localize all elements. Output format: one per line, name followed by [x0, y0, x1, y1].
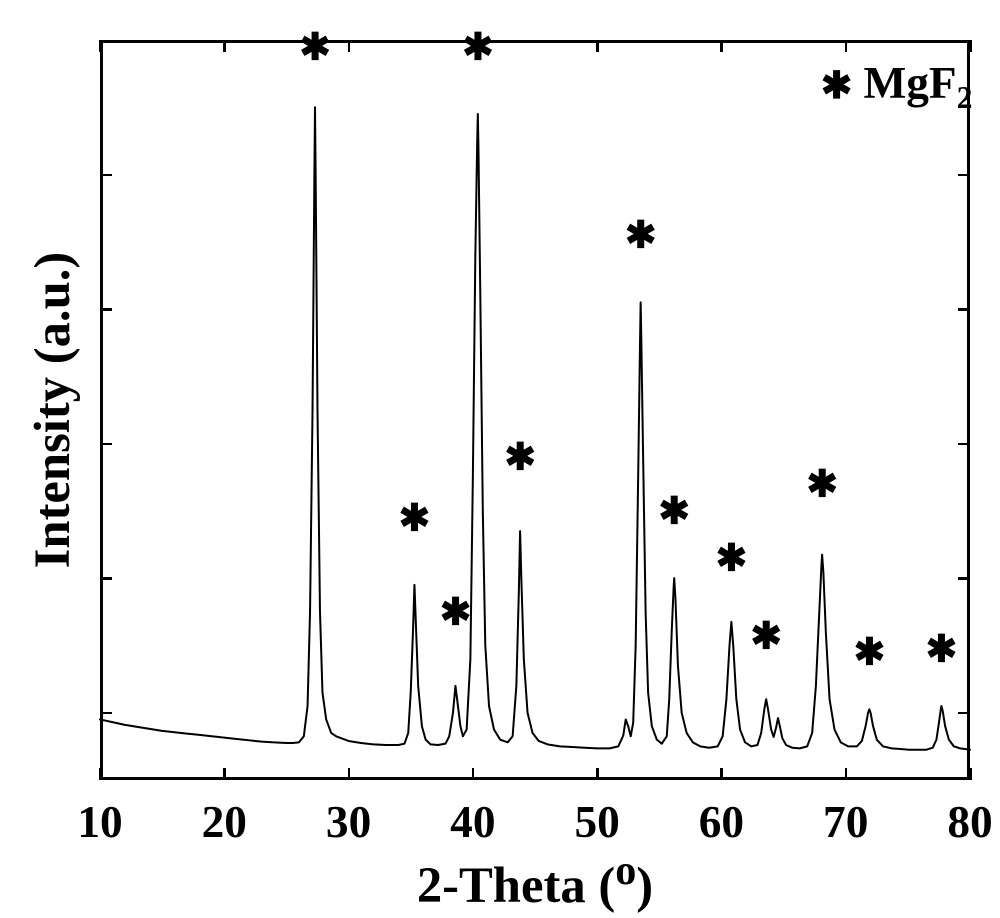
peak-star-icon: ✱: [504, 440, 535, 477]
y-tick-mark: [100, 577, 112, 580]
peak-star-icon: ✱: [299, 30, 330, 67]
x-tick-mark: [223, 768, 226, 780]
y-tick-mark: [958, 308, 970, 311]
y-tick-mark: [958, 712, 970, 715]
x-tick-label: 70: [823, 796, 868, 848]
x-tick-label: 20: [202, 796, 247, 848]
y-tick-mark: [958, 443, 970, 446]
x-tick-mark: [99, 768, 102, 780]
x-tick-mark: [99, 40, 102, 52]
x-tick-mark: [596, 768, 599, 780]
x-tick-mark: [596, 40, 599, 52]
peak-star-icon: ✱: [926, 632, 957, 669]
x-tick-label: 80: [947, 796, 992, 848]
x-tick-mark: [969, 40, 972, 52]
x-tick-label: 40: [450, 796, 495, 848]
x-tick-label: 60: [699, 796, 744, 848]
x-tick-mark: [845, 40, 848, 52]
y-tick-mark: [100, 443, 112, 446]
peak-star-icon: ✱: [462, 30, 493, 67]
x-tick-label: 30: [326, 796, 371, 848]
peak-star-icon: ✱: [806, 467, 837, 504]
x-tick-mark: [720, 40, 723, 52]
y-tick-mark: [958, 174, 970, 177]
peak-star-icon: ✱: [751, 618, 782, 655]
y-tick-mark: [100, 308, 112, 311]
xrd-figure: Intensity (a.u.) 2-Theta (o) 10 20 30 40 50 6…: [0, 0, 1000, 918]
peak-star-icon: ✱: [625, 218, 656, 255]
peak-star-icon: ✱: [399, 500, 430, 537]
x-tick-mark: [223, 40, 226, 52]
x-tick-mark: [472, 768, 475, 780]
xrd-trace-svg: [0, 0, 1000, 918]
y-tick-mark: [958, 577, 970, 580]
x-tick-mark: [845, 768, 848, 780]
x-tick-mark: [969, 768, 972, 780]
x-tick-label: 50: [574, 796, 619, 848]
xrd-trace-line: [100, 107, 970, 749]
peak-star-icon: ✱: [716, 541, 747, 578]
y-tick-mark: [100, 712, 112, 715]
x-tick-mark: [348, 768, 351, 780]
x-tick-mark: [720, 768, 723, 780]
peak-star-icon: ✱: [440, 595, 471, 632]
peak-star-icon: ✱: [659, 494, 690, 531]
peak-star-icon: ✱: [854, 635, 885, 672]
y-axis-label: Intensity (a.u.): [23, 252, 81, 569]
x-tick-mark: [348, 40, 351, 52]
x-axis-label: 2-Theta (o): [417, 846, 653, 914]
legend-mgf2: ✱ MgF2: [821, 57, 973, 116]
y-tick-mark: [100, 174, 112, 177]
x-tick-label: 10: [77, 796, 122, 848]
